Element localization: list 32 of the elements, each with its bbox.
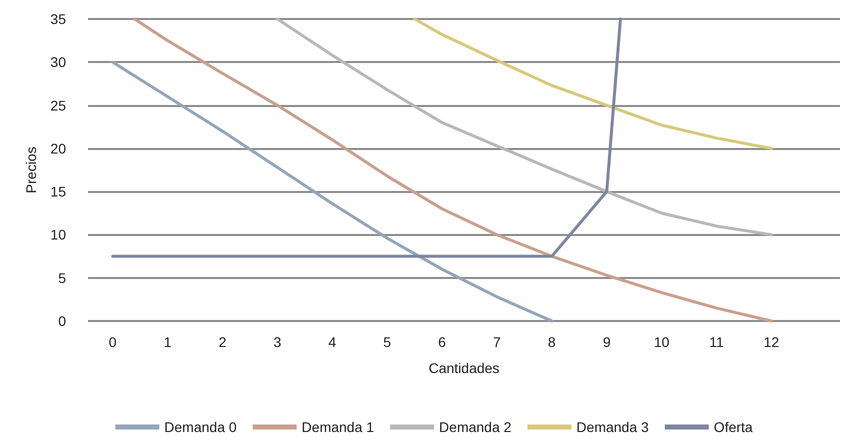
x-tick-label: 1	[164, 334, 172, 350]
x-axis-title: Cantidades	[428, 360, 500, 376]
x-tick-label: 7	[493, 334, 502, 350]
legend-label: Demanda 2	[439, 419, 512, 435]
x-tick-label: 9	[602, 334, 611, 350]
x-tick-label: 0	[108, 334, 117, 350]
x-tick-label: 4	[328, 334, 336, 350]
x-tick-label: 10	[654, 334, 670, 350]
x-tick-label: 6	[438, 334, 446, 350]
y-axis-title: Precios	[23, 146, 39, 194]
y-tick-label: 25	[50, 97, 66, 114]
line-series	[413, 18, 773, 150]
legend-label: Demanda 1	[302, 419, 374, 435]
line-series	[276, 18, 773, 236]
x-tick-label: 2	[218, 334, 227, 350]
legend-label: Oferta	[714, 419, 753, 435]
x-tick-label: 11	[709, 334, 724, 350]
line-series	[111, 60, 554, 322]
x-tick-label: 3	[273, 334, 282, 350]
y-tick-label: 20	[50, 140, 66, 156]
y-tick-label: 0	[58, 313, 66, 329]
line-series	[133, 18, 773, 322]
legend-label: Demanda 0	[164, 419, 237, 435]
y-tick-label: 35	[50, 11, 66, 27]
y-tick-label: 5	[58, 270, 66, 286]
x-tick-label: 5	[383, 334, 392, 350]
y-tick-label: 15	[50, 184, 66, 200]
y-tick-label: 30	[50, 54, 66, 70]
y-tick-label: 10	[50, 226, 66, 243]
x-tick-label: 12	[764, 334, 780, 350]
legend-label: Demanda 3	[576, 419, 650, 435]
x-tick-label: 8	[548, 334, 556, 350]
